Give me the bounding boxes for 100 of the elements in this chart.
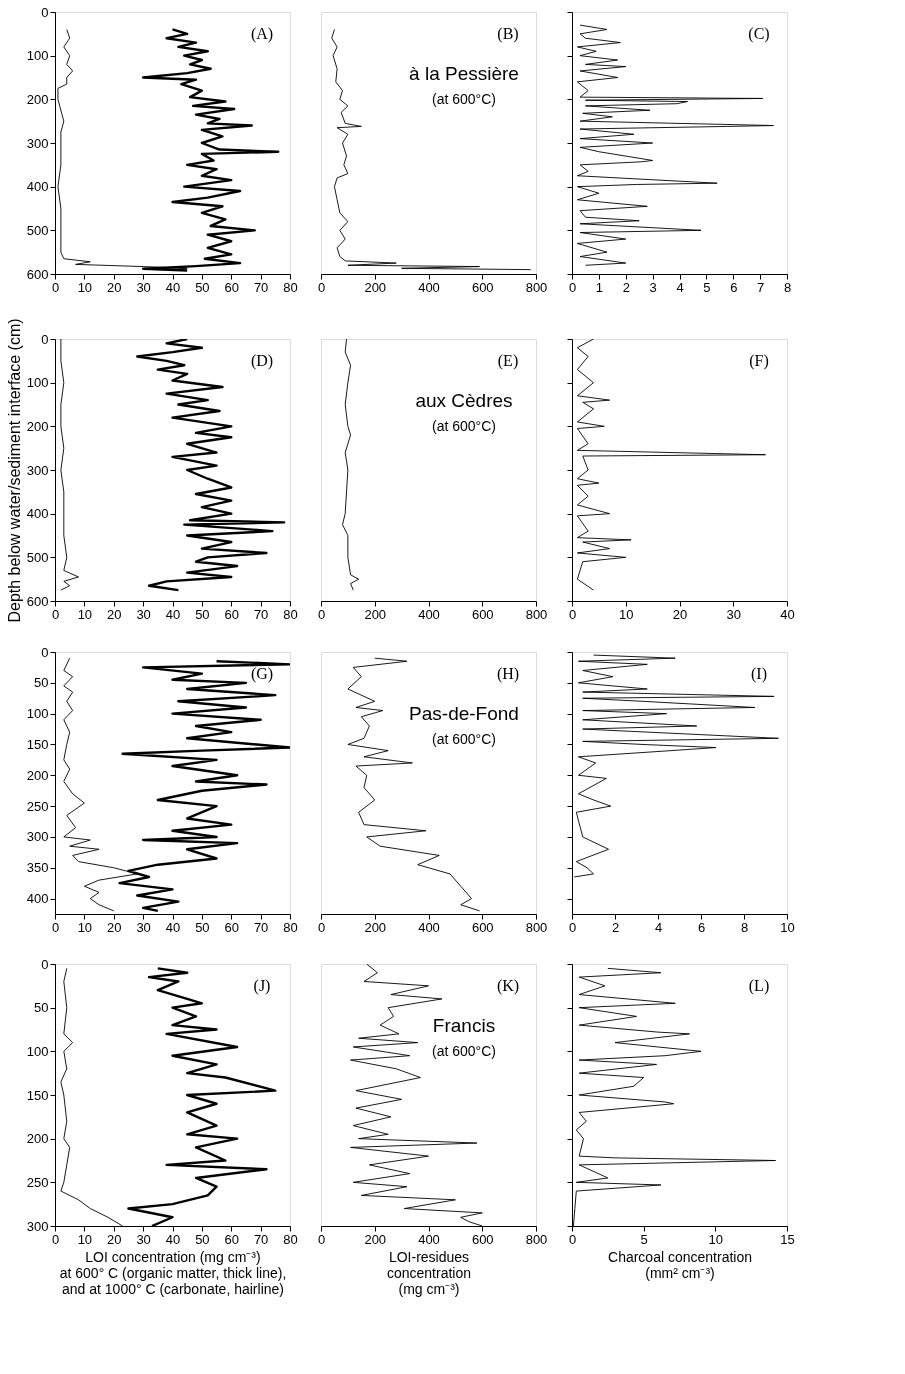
x-tick-label: 0 [51,919,60,935]
x-tick-label: 2 [611,919,620,935]
x-tick-label: 10 [619,606,634,622]
annotation: (at 600°C) [432,1043,496,1059]
x-tick-label: 400 [418,279,440,295]
annotation: (D) [250,352,274,370]
y-tick-label: 400 [26,891,49,907]
annotation: (H) [496,665,520,683]
x-tick-label: 40 [165,606,181,622]
y-tick-label: 0 [41,956,49,972]
y-tick-label: 300 [26,462,49,478]
x-tick-label: 10 [77,606,93,622]
y-tick-label: 350 [26,860,49,876]
x-tick-label: 30 [136,919,151,935]
y-tick-label: 150 [26,736,49,752]
x-tick-label: 70 [253,279,269,295]
x-tick-label: 6 [730,279,738,295]
y-tick-label: 150 [26,1087,49,1103]
x-tick-label: 60 [224,606,239,622]
x-axis-title: Charcoal concentration (mm² cm⁻³) [608,1248,752,1281]
x-tick-label: 20 [107,1231,122,1247]
y-tick-label: 300 [26,1218,49,1234]
y-tick-label: 200 [26,91,49,107]
x-tick-label: 20 [107,606,122,622]
y-tick-label: 50 [34,675,49,691]
x-tick-label: 10 [780,919,795,935]
annotation: (L) [748,977,770,995]
x-tick-label: 5 [703,279,711,295]
x-tick-label: 800 [525,606,548,622]
y-tick-label: 100 [26,706,49,722]
y-tick-label: 200 [26,767,49,783]
x-axis-title: LOI-residues concentration (mg cm⁻³) [386,1248,472,1297]
x-tick-label: 70 [253,1231,269,1247]
y-tick-label: 200 [26,418,49,434]
x-tick-label: 600 [471,279,494,295]
x-tick-label: 400 [418,919,440,935]
x-tick-label: 6 [697,919,706,935]
y-tick-label: 300 [26,135,49,151]
x-tick-label: 10 [77,1231,93,1247]
x-tick-label: 0 [51,279,60,295]
x-tick-label: 10 [708,1231,724,1247]
y-tick-label: 300 [26,829,49,845]
x-tick-label: 0 [568,279,577,295]
x-tick-label: 60 [224,919,239,935]
annotation: Francis [432,1015,496,1036]
x-tick-label: 60 [224,1231,239,1247]
y-tick-label: 0 [41,331,49,347]
x-tick-label: 0 [568,606,577,622]
y-tick-label: 600 [26,266,49,282]
x-tick-label: 80 [283,919,298,935]
annotation: (E) [497,352,519,370]
x-tick-label: 0 [317,279,326,295]
x-tick-label: 20 [672,606,688,622]
x-tick-label: 10 [77,279,93,295]
x-tick-label: 50 [195,1231,210,1247]
x-tick-label: 800 [525,1231,548,1247]
x-tick-label: 80 [283,279,298,295]
x-tick-label: 5 [640,1231,648,1247]
x-tick-label: 40 [165,919,181,935]
y-tick-label: 250 [26,1174,49,1190]
x-tick-label: 200 [364,279,387,295]
x-tick-label: 20 [107,919,122,935]
x-axis-title: LOI concentration (mg cm⁻³) at 600° C (organic matter, thick line), and at 1000° C (carbonate, hairline) [59,1248,287,1297]
annotation: (A) [250,25,274,43]
x-tick-label: 600 [471,606,494,622]
y-tick-label: 250 [26,798,49,814]
x-tick-label: 15 [780,1231,795,1247]
x-tick-label: 7 [757,279,765,295]
x-tick-label: 400 [418,1231,440,1247]
x-tick-label: 40 [780,606,795,622]
x-tick-label: 0 [568,1231,577,1247]
x-tick-label: 50 [195,606,210,622]
annotation: Pas-de-Fond [409,703,519,724]
x-tick-label: 0 [51,606,60,622]
x-tick-label: 0 [568,919,577,935]
annotation: (J) [253,977,271,995]
x-tick-label: 4 [676,279,684,295]
annotation: (C) [748,25,770,43]
x-tick-label: 60 [224,279,239,295]
y-tick-label: 500 [26,222,49,238]
x-tick-label: 80 [283,1231,298,1247]
x-tick-label: 20 [107,279,122,295]
x-tick-label: 3 [649,279,657,295]
x-tick-label: 30 [136,1231,151,1247]
annotation: à la Pessière [409,63,519,84]
annotation: (G) [250,665,274,683]
annotation: (at 600°C) [432,91,496,107]
y-tick-label: 400 [26,179,49,195]
annotation: (F) [749,352,769,370]
x-tick-label: 600 [471,1231,494,1247]
x-tick-label: 30 [136,606,151,622]
y-tick-label: 600 [26,593,49,609]
x-tick-label: 70 [253,606,269,622]
x-tick-label: 200 [364,606,387,622]
x-tick-label: 0 [317,606,326,622]
annotation: (I) [751,665,767,683]
x-tick-label: 200 [364,1231,387,1247]
y-tick-label: 100 [26,375,49,391]
x-tick-label: 80 [283,606,298,622]
y-tick-label: 50 [34,1000,49,1016]
